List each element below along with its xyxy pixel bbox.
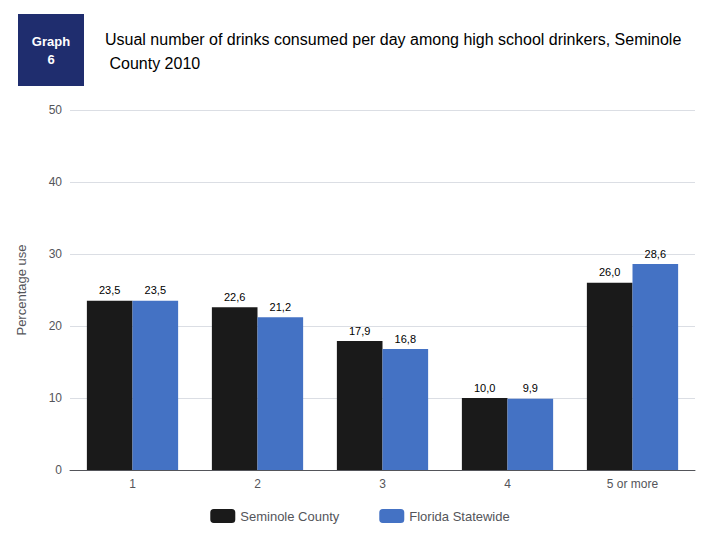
- svg-text:5 or more: 5 or more: [607, 477, 659, 491]
- svg-text:Florida Statewide: Florida Statewide: [409, 509, 509, 524]
- svg-text:10,0: 10,0: [474, 382, 495, 394]
- svg-text:Percentage use: Percentage use: [14, 244, 29, 335]
- svg-text:1: 1: [129, 477, 136, 491]
- svg-text:4: 4: [504, 477, 511, 491]
- svg-text:20: 20: [49, 319, 63, 333]
- svg-text:Graph: Graph: [32, 34, 70, 49]
- svg-text:50: 50: [49, 103, 63, 117]
- svg-text:40: 40: [49, 175, 63, 189]
- svg-text:30: 30: [49, 247, 63, 261]
- svg-text:21,2: 21,2: [270, 301, 291, 313]
- svg-text:23,5: 23,5: [99, 284, 120, 296]
- svg-text:10: 10: [49, 391, 63, 405]
- svg-text:22,6: 22,6: [224, 291, 245, 303]
- svg-text:28,6: 28,6: [645, 248, 666, 260]
- svg-text:3: 3: [379, 477, 386, 491]
- svg-text:0: 0: [55, 463, 62, 477]
- svg-text:16,8: 16,8: [395, 333, 416, 345]
- svg-text:Seminole County: Seminole County: [240, 509, 339, 524]
- svg-text:2: 2: [254, 477, 261, 491]
- svg-text:17,9: 17,9: [349, 325, 370, 337]
- svg-text:23,5: 23,5: [145, 284, 166, 296]
- svg-text:6: 6: [47, 52, 54, 67]
- svg-text:26,0: 26,0: [599, 266, 620, 278]
- svg-text:9,9: 9,9: [523, 382, 538, 394]
- svg-text:County 2010: County 2010: [105, 55, 200, 72]
- svg-text:Usual number of drinks consume: Usual number of drinks consumed per day …: [105, 31, 681, 48]
